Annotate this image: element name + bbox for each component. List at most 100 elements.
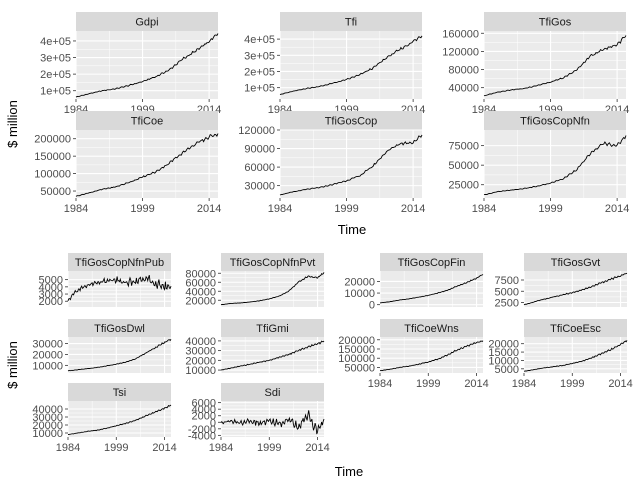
y-tick-label-gdpi: 2e+05: [40, 69, 71, 81]
strip-label-tfi: Tfi: [345, 17, 357, 29]
y-tick-label-tficoewns: 50000: [344, 362, 375, 374]
strip-tsi: [68, 383, 171, 401]
series-line-tficoeesc: [523, 340, 628, 372]
x-tick-label-tfigoscopnfn: 1999: [538, 203, 562, 215]
x-tick-label-tficoewns: 2014: [464, 378, 488, 390]
strip-label-tfigoscopnfnpub: TfiGosCopNfnPub: [75, 257, 164, 269]
series-line-tfigoscopnfnpvt: [220, 272, 325, 306]
x-tick-label-sdi: 1999: [257, 442, 281, 454]
y-tick-label-tfigoscopnfnpub: 3000: [39, 289, 63, 301]
series-line-tsi: [67, 404, 172, 435]
series-line-sdi: [220, 410, 325, 435]
y-tick-label-tfigosgvt: 5000: [495, 286, 519, 298]
y-tick-label-tficoewns: 150000: [338, 344, 375, 356]
strip-tfigoscopfin: [380, 253, 483, 271]
x-tick-label-tfigoscop: 1984: [268, 203, 292, 215]
y-tick-label-tfigosdwl: 20000: [32, 349, 63, 361]
top-x-axis-title: Time: [338, 222, 366, 237]
y-tick-label-tfigos: 160000: [442, 28, 479, 40]
chart-root: Gdpi 1e+05 2e+05 3e+05 4e+05 1984 1999 2014 Tfi 1…: [32, 12, 633, 454]
x-tick-label-tficoe: 1984: [64, 203, 88, 215]
y-tick-label-tfigmi: 40000: [185, 336, 216, 348]
y-tick-label-tfigmi: 20000: [185, 355, 216, 367]
y-tick-label-tfigmi: 10000: [185, 365, 216, 377]
y-tick-label-tfigoscopnfnpvt: 40000: [185, 286, 216, 298]
x-tick-label-tfigoscopnfn: 2014: [605, 203, 629, 215]
series-line-tficoe: [75, 133, 219, 197]
y-tick-label-tfi: 3e+05: [244, 50, 275, 62]
x-tick-label-tficoe: 2014: [197, 203, 221, 215]
series-line-tfigoscopfin: [379, 274, 484, 304]
y-tick-label-tfigosgvt: 7500: [495, 275, 519, 287]
panel-bg-gdpi: [76, 31, 218, 99]
panel-bg-tficoe: [76, 130, 218, 198]
y-tick-label-sdi: -2000: [188, 424, 216, 436]
strip-tfi: [280, 12, 422, 31]
y-tick-label-tficoeesc: 15000: [488, 347, 519, 359]
strip-label-sdi: Sdi: [265, 387, 281, 399]
series-line-tfigmi: [220, 340, 325, 371]
strip-sdi: [221, 383, 324, 401]
y-tick-label-tficoeesc: 5000: [495, 364, 519, 376]
panel-bg-tfigoscop: [280, 130, 422, 198]
y-tick-label-tficoewns: 100000: [338, 353, 375, 365]
y-tick-label-tfi: 4e+05: [244, 34, 275, 46]
y-tick-label-tficoe: 100000: [34, 169, 71, 181]
panel-bg-tfigoscopnfnpvt: [221, 271, 324, 307]
x-tick-label-sdi: 2014: [305, 442, 329, 454]
y-tick-label-tficoeesc: 20000: [488, 339, 519, 351]
x-tick-label-tfigoscop: 2014: [401, 203, 425, 215]
facet-tfigoscop: TfiGosCop 30000 60000 90000 120000 1984 1999 20…: [238, 111, 425, 215]
y-tick-label-tfigoscopnfn: 75000: [448, 141, 479, 153]
x-tick-label-tficoeesc: 1984: [512, 378, 536, 390]
panel-bg-tfi: [280, 31, 422, 99]
series-line-tfigos: [483, 35, 627, 97]
x-tick-label-tficoewns: 1999: [416, 378, 440, 390]
y-tick-label-tfigoscop: 90000: [244, 144, 275, 156]
series-line-tficoewns: [379, 340, 484, 372]
series-line-tfigoscop: [279, 134, 423, 196]
facet-tficoe: TfiCoe 50000 100000 150000 200000 1984 1999 201…: [34, 111, 221, 215]
strip-tficoe: [76, 111, 218, 130]
x-tick-label-tfigoscop: 1999: [334, 203, 358, 215]
series-line-tfigoscopnfn: [483, 135, 627, 196]
x-tick-label-tficoeesc: 2014: [608, 378, 632, 390]
y-tick-label-sdi: -4000: [188, 430, 216, 442]
strip-tfigos: [484, 12, 626, 31]
y-tick-label-tfigosdwl: 30000: [32, 339, 63, 351]
panel-bg-tfigos: [484, 31, 626, 99]
strip-label-gdpi: Gdpi: [135, 17, 158, 29]
strip-tficoewns: [380, 319, 483, 337]
x-tick-label-tficoeesc: 1999: [560, 378, 584, 390]
x-tick-label-tsi: 1984: [56, 442, 80, 454]
panel-bg-tfigoscopnfn: [484, 130, 626, 198]
y-tick-label-tfigoscopnfnpub: 2000: [39, 296, 63, 308]
strip-gdpi: [76, 12, 218, 31]
y-tick-label-tfigoscopnfnpvt: 80000: [185, 268, 216, 280]
series-line-tfigosdwl: [67, 338, 172, 372]
panel-bg-tfigosgvt: [524, 271, 627, 307]
strip-label-tfigoscopnfn: TfiGosCopNfn: [520, 116, 590, 128]
panel-bg-tfigmi: [221, 337, 324, 373]
y-tick-label-tsi: 40000: [32, 404, 63, 416]
bottom-y-axis-title: $ million: [5, 341, 20, 389]
y-tick-label-tfigos: 80000: [448, 65, 479, 77]
y-tick-label-tfigoscopnfnpvt: 20000: [185, 295, 216, 307]
y-tick-label-tfigosgvt: 2500: [495, 298, 519, 310]
strip-tfigoscop: [280, 111, 422, 130]
strip-label-tfigosgvt: TfiGosGvt: [551, 257, 601, 269]
strip-label-tsi: Tsi: [113, 387, 126, 399]
y-tick-label-tfigoscopnfn: 25000: [448, 180, 479, 192]
series-line-tfigosgvt: [523, 272, 628, 306]
y-tick-label-sdi: 2000: [192, 411, 216, 423]
y-tick-label-tfigosdwl: 10000: [32, 360, 63, 372]
bottom-x-axis-title: Time: [335, 464, 363, 479]
